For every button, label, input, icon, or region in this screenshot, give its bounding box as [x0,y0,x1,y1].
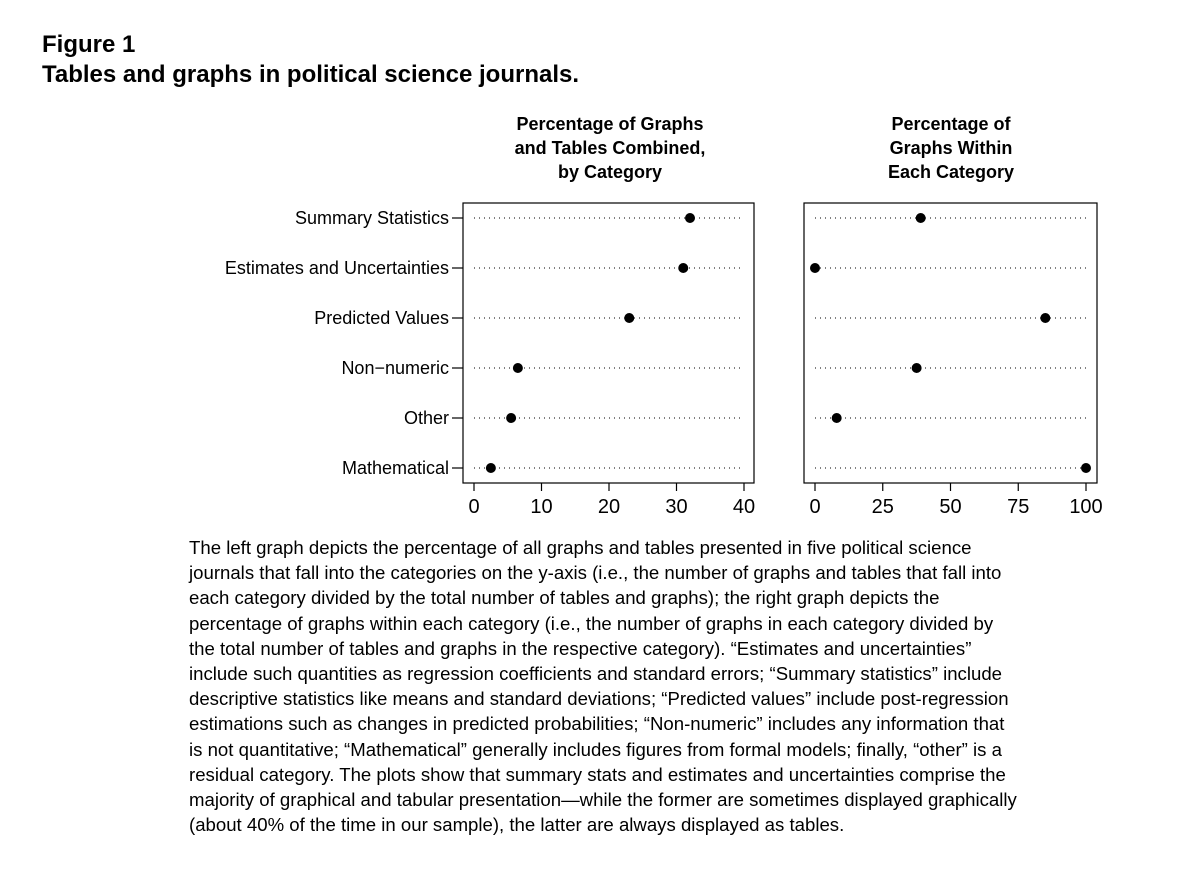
x-tick-label: 20 [598,496,620,518]
y-tick-label: Predicted Values [314,308,449,328]
caption-line: (about 40% of the time in our sample), t… [189,814,845,836]
data-point [1081,463,1091,473]
data-point [685,213,695,223]
x-tick-label: 100 [1069,496,1102,518]
y-tick-label: Summary Statistics [295,208,449,228]
data-point [485,463,496,473]
x-tick-label: 0 [468,496,479,518]
caption-line: majority of graphical and tabular presen… [189,789,1017,811]
caption-line: percentage of graphs within each categor… [189,612,994,634]
data-point [831,413,842,423]
caption-line: The left graph depicts the percentage of… [189,537,972,558]
right-panel-title: Percentage of Graphs Within Each Categor… [811,112,1091,184]
left-panel-title-line: Percentage of Graphs [516,114,704,134]
caption-line: estimations such as changes in predicted… [189,713,1005,735]
left-panel-title: Percentage of Graphs and Tables Combined… [470,112,750,184]
plot-frame [462,202,755,484]
data-point [810,263,820,273]
left-panel-title-line: and Tables Combined, [514,138,706,158]
data-point [512,363,523,373]
data-point [624,313,635,323]
data-point [911,363,922,373]
y-tick-label: Non−numeric [341,358,449,378]
caption-line: residual category. The plots show that s… [189,763,1006,785]
y-tick-label: Estimates and Uncertainties [225,258,449,278]
y-tick-label: Other [404,408,449,428]
y-tick-label: Mathematical [342,458,449,478]
plot-frame [803,202,1098,484]
x-tick-label: 10 [530,496,552,518]
x-tick-label: 75 [1007,496,1029,518]
caption-line: include such quantities as regression co… [189,663,1002,685]
right-panel-title-line: Each Category [887,162,1015,182]
x-tick-label: 25 [872,496,894,518]
caption-line: each category divided by the total numbe… [189,587,940,609]
x-tick-label: 0 [809,496,820,518]
caption-line: is not quantitative; “Mathematical” gene… [189,738,1002,760]
data-point [678,263,689,273]
x-tick-label: 50 [939,496,961,518]
figure-label: Figure 1 [42,31,136,58]
dot-plot-chart: Summary Statistics Estimates and Uncertai… [225,202,1103,518]
data-point [506,413,517,423]
caption-line: journals that fall into the categories o… [189,562,1002,584]
caption-line: descriptive statistics like means and st… [189,688,1009,710]
right-panel-title-line: Percentage of [891,114,1011,134]
data-point [915,213,926,223]
x-tick-label: 30 [665,496,687,518]
figure-caption: The left graph depicts the percentage of… [189,535,1119,837]
caption-line: the total number of tables and graphs in… [189,637,972,659]
right-panel-title-line: Graphs Within [889,138,1013,158]
x-tick-label: 40 [733,496,755,518]
figure-title: Tables and graphs in political science j… [42,61,580,88]
data-point [1040,313,1051,323]
left-panel-title-line: by Category [557,162,663,182]
